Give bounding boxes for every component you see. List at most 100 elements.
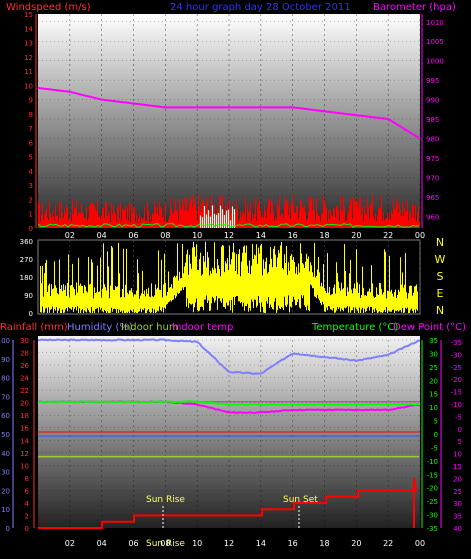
rainfall-tick-label: 22 <box>20 387 29 395</box>
dew-point-tick-label: -25 <box>451 364 462 372</box>
time-tick-label: 22 <box>383 231 393 240</box>
windspeed-tick-label: 2 <box>29 196 33 204</box>
humidity-tick-label: 80 <box>1 375 10 383</box>
time-tick-label: 18 <box>319 231 329 240</box>
dew-point-tick-label: 40 <box>453 525 462 533</box>
sunrise-label: Sun Rise <box>146 495 185 505</box>
rainfall-tick-label: 16 <box>20 425 29 433</box>
barometer-tick-label: 990 <box>426 97 439 105</box>
dew-point-tick-label: 25 <box>453 488 462 496</box>
temperature-line <box>37 400 421 406</box>
legend-humidity: Humidity (%) <box>67 322 133 333</box>
legend-dew-point: Dew Point (°C) <box>393 322 466 333</box>
temperature-tick-label: 10 <box>429 404 438 412</box>
rainfall-line <box>38 477 418 529</box>
legend-temperature: Temperature (°C) <box>311 322 398 333</box>
direction-tick-label: 180 <box>20 274 33 282</box>
humidity-tick-label: 30 <box>1 469 10 477</box>
time-tick-label: 16 <box>288 231 298 240</box>
temperature-tick-label: 30 <box>429 350 438 358</box>
humidity-tick-label: 70 <box>1 393 10 401</box>
windspeed-tick-label: 14 <box>24 25 33 33</box>
humidity-line <box>37 338 421 375</box>
temperature-tick-label: -5 <box>431 444 438 452</box>
rainfall-tick-label: 14 <box>20 437 29 445</box>
time-tick-label: 00 <box>415 231 425 240</box>
dew-point-tick-label: -15 <box>451 389 462 397</box>
compass-label: W <box>435 253 446 266</box>
temperature-tick-label: -25 <box>427 498 438 506</box>
windspeed-tick-label: 9 <box>29 97 33 105</box>
humidity-tick-label: 90 <box>1 356 10 364</box>
time-tick-label: 18 <box>319 539 329 548</box>
barometer-tick-label: 975 <box>426 155 439 163</box>
windspeed-tick-label: 5 <box>29 154 33 162</box>
time-tick-label: 04 <box>97 231 107 240</box>
barometer-tick-label: 995 <box>426 77 439 85</box>
dew-point-tick-label: 20 <box>453 475 462 483</box>
windspeed-bars <box>37 193 420 228</box>
humidity-tick-label: 50 <box>1 431 10 439</box>
rainfall-tick-label: 10 <box>20 462 29 470</box>
direction-tick-label: 90 <box>24 292 33 300</box>
compass-label: E <box>437 287 444 300</box>
barometer-tick-label: 1000 <box>426 58 444 66</box>
time-tick-label: 12 <box>224 539 234 548</box>
dew-point-tick-label: -30 <box>451 351 462 359</box>
windspeed-tick-label: 15 <box>24 11 33 19</box>
humidity-tick-label: 10 <box>1 506 10 514</box>
barometer-axis: 960 965 970 975 980 985 990 995 1000 1005 1010 <box>421 14 444 228</box>
wind-barometer-grid <box>38 14 421 228</box>
windspeed-tick-label: 8 <box>29 111 33 119</box>
windspeed-tick-label: 1 <box>29 211 33 219</box>
rainfall-tick-label: 6 <box>25 487 30 495</box>
rainfall-tick-label: 8 <box>25 475 29 483</box>
temperature-tick-label: -10 <box>427 458 438 466</box>
dew-point-tick-label: -35 <box>451 339 462 347</box>
time-tick-label: 00 <box>415 539 425 548</box>
compass-label: N <box>436 236 444 249</box>
time-tick-label: 20 <box>351 539 361 548</box>
rainfall-tick-label: 30 <box>20 337 29 345</box>
compass-label: N <box>436 304 444 317</box>
dew-point-tick-label: 10 <box>453 451 462 459</box>
barometer-tick-label: 1005 <box>426 38 444 46</box>
legend-indoor-temp: Indoor temp <box>172 322 233 333</box>
humidity-tick-label: 40 <box>1 450 10 458</box>
rainfall-tick-label: 24 <box>20 375 29 383</box>
windspeed-tick-label: 0 <box>29 225 33 233</box>
humidity-tick-label: 20 <box>1 487 10 495</box>
direction-tick-label: 270 <box>20 256 33 264</box>
time-tick-label: 10 <box>192 231 202 240</box>
legend-rainfall: Rainfall (mm) <box>0 322 68 333</box>
barometer-line <box>37 86 421 140</box>
rainfall-tick-label: 12 <box>20 450 29 458</box>
humidity-tick-label: 60 <box>1 412 10 420</box>
sunset-label: Sun Set <box>283 495 318 505</box>
windspeed-tick-label: 3 <box>29 182 33 190</box>
rainfall-tick-label: 4 <box>25 500 30 508</box>
direction-tick-label: 360 <box>20 238 33 246</box>
temperature-tick-label: -20 <box>427 485 438 493</box>
temperature-tick-label: 5 <box>434 418 438 426</box>
time-tick-label: 02 <box>65 539 75 548</box>
dew-point-tick-label: -20 <box>451 376 462 384</box>
dew-point-tick-label: -10 <box>451 401 462 409</box>
temperature-tick-label: 15 <box>429 391 438 399</box>
temp-hum-rain-axes: 0246810121416182022242628300102030405060… <box>0 337 462 533</box>
graph-title: 24 hour graph day 28 October 2011 <box>170 2 351 13</box>
time-tick-label: 10 <box>192 539 202 548</box>
temperature-tick-label: 35 <box>429 337 438 345</box>
rainfall-tick-label: 2 <box>25 512 29 520</box>
humidity-tick-label: 100 <box>0 337 10 345</box>
time-tick-label: 14 <box>256 231 266 240</box>
time-tick-label: 02 <box>65 231 75 240</box>
temperature-tick-label: 25 <box>429 364 438 372</box>
windspeed-tick-label: 6 <box>29 139 34 147</box>
time-tick-label: 06 <box>128 539 138 548</box>
windspeed-axis-title: Windspeed (m/s) <box>6 2 91 13</box>
